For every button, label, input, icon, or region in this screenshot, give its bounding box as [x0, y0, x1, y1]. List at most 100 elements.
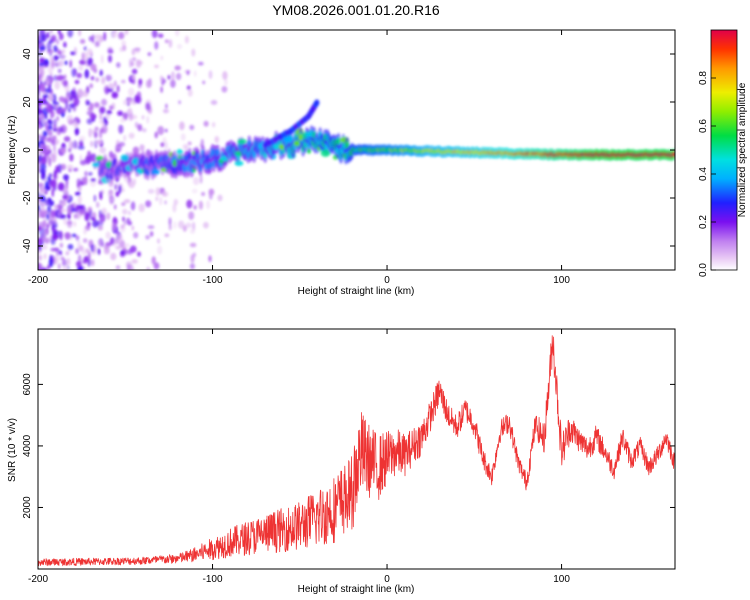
noise-speckle — [41, 201, 47, 207]
snr-xtick-label: 0 — [384, 574, 390, 585]
noise-speckle — [145, 235, 150, 240]
noise-speckle — [224, 78, 228, 86]
spectrogram-xtick-label: 100 — [553, 275, 570, 286]
noise-speckle — [66, 164, 74, 170]
noise-speckle — [61, 258, 68, 268]
colorbar-frame — [710, 29, 738, 271]
noise-speckle — [74, 127, 80, 136]
noise-speckle — [69, 96, 73, 102]
spectrogram-xlabel: Height of straight line (km) — [298, 286, 415, 297]
noise-speckle — [72, 140, 78, 149]
noise-speckle — [69, 103, 76, 109]
noise-speckle — [186, 199, 193, 209]
spectrogram-xtick-label: -100 — [203, 275, 223, 286]
noise-speckle — [82, 238, 88, 244]
noise-speckle — [87, 257, 91, 267]
noise-speckle — [115, 245, 122, 250]
noise-speckle — [77, 194, 82, 205]
noise-speckle — [155, 187, 160, 197]
noise-speckle — [76, 182, 80, 188]
noise-speckle — [202, 80, 206, 85]
noise-speckle — [153, 262, 160, 270]
noise-speckle — [99, 190, 103, 200]
noise-speckle — [56, 75, 63, 81]
noise-speckle — [51, 188, 55, 198]
noise-speckle — [107, 88, 114, 93]
noise-speckle — [189, 124, 195, 131]
noise-speckle — [88, 251, 91, 260]
noise-speckle — [48, 39, 54, 44]
noise-speckle — [187, 89, 193, 97]
noise-speckle — [84, 211, 90, 222]
noise-speckle — [160, 142, 165, 148]
snr-panel: -200 -100 0 100 2000 4000 6000 Height of strai… — [7, 328, 676, 595]
noise-speckle — [138, 203, 145, 213]
noise-speckle — [86, 85, 90, 94]
noise-speckle — [89, 83, 93, 89]
noise-speckle — [60, 147, 67, 154]
noise-speckle — [60, 163, 67, 171]
noise-speckle — [111, 222, 117, 232]
noise-speckle — [58, 96, 65, 103]
noise-speckle — [97, 225, 103, 231]
noise-speckle — [113, 204, 117, 210]
noise-speckle — [42, 131, 49, 137]
noise-speckle — [159, 196, 163, 206]
noise-speckle — [42, 96, 47, 106]
ridge-blob — [293, 140, 301, 147]
noise-speckle — [83, 46, 87, 51]
noise-speckle — [114, 183, 118, 191]
noise-speckle — [95, 77, 100, 83]
noise-speckle — [90, 178, 96, 182]
noise-speckle — [133, 47, 141, 52]
noise-speckle — [77, 145, 85, 150]
noise-speckle — [101, 76, 106, 85]
noise-speckle — [198, 61, 204, 66]
noise-speckle — [199, 175, 203, 184]
noise-speckle — [186, 70, 190, 76]
ridge-blob — [152, 169, 161, 175]
noise-speckle — [162, 190, 166, 196]
noise-speckle — [157, 238, 160, 244]
noise-speckle — [67, 30, 74, 38]
noise-speckle — [206, 200, 211, 210]
noise-speckle — [64, 60, 68, 65]
noise-speckle — [58, 251, 63, 256]
noise-speckle — [105, 74, 112, 82]
noise-speckle — [53, 247, 60, 252]
noise-speckle — [123, 243, 130, 248]
noise-speckle — [99, 213, 106, 223]
noise-speckle — [191, 48, 196, 57]
noise-speckle — [193, 252, 196, 258]
noise-speckle — [93, 102, 100, 108]
noise-speckle — [131, 225, 135, 231]
noise-speckle — [151, 256, 156, 265]
noise-speckle — [38, 249, 41, 255]
noise-speckle — [57, 182, 65, 191]
noise-speckle — [106, 212, 111, 220]
noise-speckle — [189, 263, 195, 270]
noise-speckle — [64, 232, 71, 240]
noise-speckle — [99, 69, 103, 77]
noise-speckle — [132, 178, 137, 186]
noise-speckle — [53, 170, 57, 180]
noise-speckle — [49, 30, 53, 34]
snr-frame — [37, 328, 676, 570]
noise-speckle — [57, 203, 64, 210]
noise-speckle — [117, 110, 124, 117]
ridge-blob — [279, 144, 285, 150]
noise-speckle — [89, 209, 92, 218]
noise-speckle — [81, 52, 85, 61]
noise-speckle — [51, 234, 59, 240]
colorbar-tick-label: 0.4 — [698, 167, 709, 181]
spectrogram-ytick-label: -40 — [22, 238, 33, 253]
noise-speckle — [191, 188, 198, 194]
noise-speckle — [48, 157, 52, 167]
noise-speckle — [180, 133, 186, 141]
snr-xtick-label: -200 — [28, 574, 48, 585]
noise-speckle — [111, 91, 119, 99]
spectrogram-xtick-label: 0 — [384, 275, 390, 286]
spectrogram-xtick-label: -200 — [28, 275, 48, 286]
noise-speckle — [168, 224, 172, 231]
noise-speckle — [164, 39, 169, 44]
